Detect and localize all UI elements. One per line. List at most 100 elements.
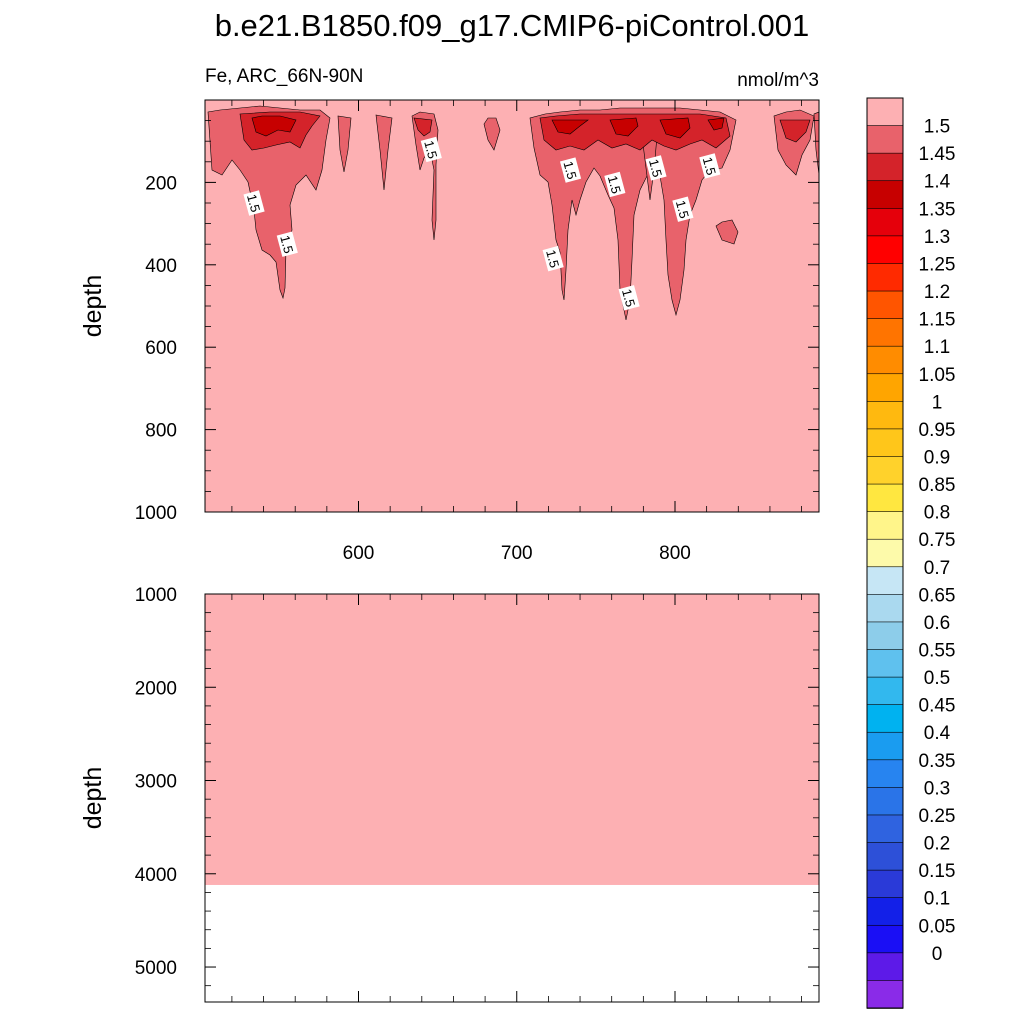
colorbar-swatch bbox=[866, 456, 904, 485]
colorbar-label: 1.5 bbox=[924, 117, 950, 138]
colorbar-label: 0.35 bbox=[919, 751, 956, 772]
colorbar-swatch bbox=[866, 345, 904, 375]
contour-label-text: 1.5 bbox=[646, 157, 665, 178]
colorbar-label: 0.95 bbox=[919, 420, 956, 441]
colorbar-swatch bbox=[866, 897, 904, 927]
contour-label: 1.5 bbox=[276, 231, 298, 257]
colorbar-swatch bbox=[866, 263, 904, 292]
colorbar-swatch bbox=[866, 759, 904, 789]
colorbar-label: 0.05 bbox=[919, 916, 956, 937]
contour-145-spike-380 bbox=[375, 114, 393, 191]
lower-y-tick-label: 1000 bbox=[135, 585, 177, 606]
colorbar-swatch bbox=[866, 373, 904, 403]
colorbar-swatch bbox=[866, 125, 904, 154]
lower-y-tick-label: 3000 bbox=[135, 772, 177, 793]
contour-140-d bbox=[779, 119, 811, 143]
colorbar-label: 1.35 bbox=[919, 199, 956, 220]
colorbar-swatch bbox=[866, 318, 904, 347]
colorbar-label: 0.5 bbox=[924, 668, 950, 689]
colorbar-swatch bbox=[866, 483, 904, 513]
contour-label-box bbox=[559, 157, 582, 183]
colorbar-label: 0.25 bbox=[919, 806, 956, 827]
colorbar-swatch bbox=[866, 97, 904, 127]
lower-y-tick-label: 5000 bbox=[135, 958, 177, 979]
upper-y-axis-label: depth bbox=[79, 275, 107, 338]
colorbar-swatch bbox=[866, 594, 904, 623]
lower-frame bbox=[204, 593, 820, 1003]
upper-contour-labels: 1.5 1.5 1.5 1.5 1.5 1.5 1.5 1.5 1.5 1.5 bbox=[243, 136, 721, 311]
colorbar-label: 0.85 bbox=[919, 475, 956, 496]
colorbar-swatch bbox=[866, 401, 904, 430]
colorbar-label: 1.3 bbox=[924, 227, 950, 248]
colorbar-label: 0.6 bbox=[924, 613, 950, 634]
colorbar-swatch bbox=[866, 787, 904, 816]
colorbar-swatch bbox=[866, 649, 904, 678]
colorbar-label: 0.65 bbox=[919, 585, 956, 606]
colorbar-label: 1.45 bbox=[919, 144, 956, 165]
contour-label-text: 1.5 bbox=[619, 287, 638, 308]
upper-y-tick-label: 600 bbox=[145, 338, 177, 359]
colorbar-label: 1.2 bbox=[924, 282, 950, 303]
lower-filled-region bbox=[205, 594, 819, 885]
contour-label-text: 1.5 bbox=[605, 174, 624, 195]
contour-label-box bbox=[420, 136, 442, 163]
upper-contours bbox=[207, 105, 819, 321]
colorbar-label: 0.45 bbox=[919, 696, 956, 717]
upper-y-tick-label: 400 bbox=[145, 256, 177, 277]
colorbar-swatch bbox=[866, 980, 904, 1009]
colorbar-label: 0.7 bbox=[924, 558, 950, 579]
colorbar-label: 0.55 bbox=[919, 641, 956, 662]
contour-label-box bbox=[276, 231, 298, 257]
contour-label-text: 1.5 bbox=[673, 199, 692, 220]
contour-135-b bbox=[551, 119, 589, 135]
colorbar-label: 0.9 bbox=[924, 447, 950, 468]
colorbar-label: 1 bbox=[932, 392, 943, 413]
colorbar-swatch bbox=[866, 842, 904, 871]
colorbar-swatch bbox=[866, 428, 904, 458]
contour-label: 1.5 bbox=[243, 190, 265, 216]
contour-145-spike-820 bbox=[813, 111, 819, 176]
lower-y-tick-label: 4000 bbox=[135, 865, 177, 886]
contour-label-text: 1.5 bbox=[560, 159, 579, 180]
chart-title: b.e21.B1850.f09_g17.CMIP6-piControl.001 bbox=[215, 8, 810, 43]
contour-135-e bbox=[707, 117, 725, 131]
upper-x-tick-label: 700 bbox=[501, 543, 533, 564]
contour-label-text: 1.5 bbox=[277, 234, 296, 255]
colorbar: 1.5 1.45 1.4 1.35 1.3 1.25 1.2 1.15 1.1 1.05 1 0.95… bbox=[866, 97, 956, 1009]
contour-140-c bbox=[413, 117, 433, 137]
colorbar-swatch bbox=[866, 814, 904, 844]
colorbar-swatch bbox=[866, 180, 904, 210]
lower-panel: 1000 2000 3000 4000 5000 depth bbox=[79, 585, 820, 1003]
colorbar-label: 0.4 bbox=[924, 723, 951, 744]
colorbar-swatch bbox=[866, 208, 904, 237]
colorbar-swatch bbox=[866, 511, 904, 541]
colorbar-swatch bbox=[866, 235, 904, 265]
colorbar-label: 0.3 bbox=[924, 778, 950, 799]
contour-label-box bbox=[672, 196, 694, 222]
contour-label: 1.5 bbox=[618, 285, 640, 311]
contour-label: 1.5 bbox=[542, 245, 564, 272]
colorbar-swatch bbox=[866, 566, 904, 596]
colorbar-swatch bbox=[866, 676, 904, 706]
colorbar-swatch bbox=[866, 731, 904, 761]
upper-y-tick-label: 200 bbox=[145, 173, 177, 194]
colorbar-label: 1.15 bbox=[919, 310, 956, 331]
contour-label-text: 1.5 bbox=[543, 248, 562, 269]
lower-ticks: 1000 2000 3000 4000 5000 bbox=[135, 585, 819, 1002]
contour-label-box bbox=[604, 171, 626, 198]
upper-y-tick-label: 800 bbox=[145, 421, 177, 442]
colorbar-swatch bbox=[866, 924, 904, 954]
contour-145-spike-490 bbox=[483, 117, 501, 151]
contour-label: 1.5 bbox=[420, 136, 442, 163]
colorbar-label: 0.2 bbox=[924, 834, 950, 855]
contour-145-patch-726 bbox=[715, 219, 739, 245]
contour-label-box bbox=[645, 155, 667, 181]
upper-ticks: 200 400 600 800 1000 600 700 800 bbox=[135, 100, 819, 564]
colorbar-label: 0 bbox=[932, 944, 943, 965]
colorbar-label: 0.75 bbox=[919, 530, 956, 551]
panel-units: nmol/m^3 bbox=[737, 70, 819, 91]
colorbar-swatch bbox=[866, 621, 904, 651]
colorbar-swatch bbox=[866, 869, 904, 899]
upper-panel: 1.5 1.5 1.5 1.5 1.5 1.5 1.5 1.5 1.5 1.5 200 400 600… bbox=[79, 99, 820, 564]
